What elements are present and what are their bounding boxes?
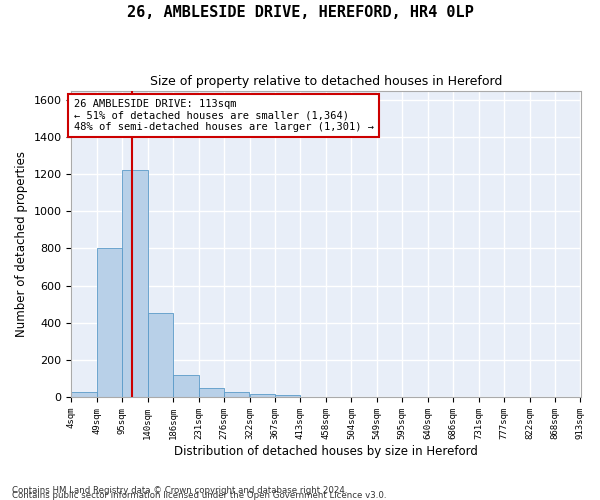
Bar	[122, 170, 148, 397]
Bar	[250, 394, 275, 397]
X-axis label: Distribution of detached houses by size in Hereford: Distribution of detached houses by size …	[174, 444, 478, 458]
Text: Contains HM Land Registry data © Crown copyright and database right 2024.: Contains HM Land Registry data © Crown c…	[12, 486, 347, 495]
Text: 26, AMBLESIDE DRIVE, HEREFORD, HR4 0LP: 26, AMBLESIDE DRIVE, HEREFORD, HR4 0LP	[127, 5, 473, 20]
Bar	[71, 392, 97, 397]
Title: Size of property relative to detached houses in Hereford: Size of property relative to detached ho…	[150, 75, 502, 88]
Bar	[275, 394, 300, 397]
Bar	[224, 392, 249, 397]
Bar	[173, 374, 199, 397]
Text: 26 AMBLESIDE DRIVE: 113sqm
← 51% of detached houses are smaller (1,364)
48% of s: 26 AMBLESIDE DRIVE: 113sqm ← 51% of deta…	[74, 99, 374, 132]
Bar	[199, 388, 224, 397]
Text: Contains public sector information licensed under the Open Government Licence v3: Contains public sector information licen…	[12, 491, 386, 500]
Y-axis label: Number of detached properties: Number of detached properties	[15, 151, 28, 337]
Bar	[148, 314, 173, 397]
Bar	[97, 248, 122, 397]
